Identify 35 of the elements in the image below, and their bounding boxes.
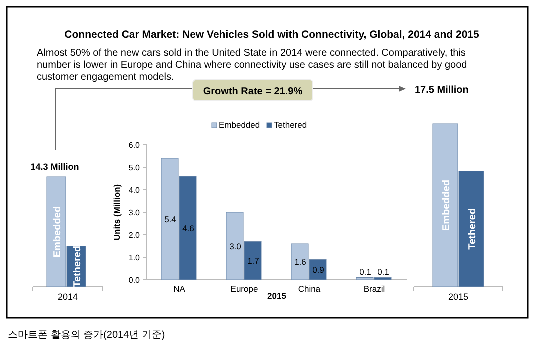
x-tick-label: Embedded [442,180,452,232]
x-axis-title: 2015 [448,292,469,302]
data-label: 0.1 [378,266,390,277]
y-tick-label: 0.0 [128,276,141,285]
legend-label: Embedded [219,120,260,130]
data-label: 4.6 [182,223,195,234]
x-tick-label: Embedded [52,206,64,258]
text: Growth Rate = 21.9% [203,86,303,98]
text: Connected Car Market: New Vehicles Sold with Connectivity, Global, 2014 and 2015 [64,29,480,41]
x-tick-label: Europe [230,284,258,294]
text: 스마트폰 활용의 증가(2014년 기준) [8,330,166,341]
data-label: 0.1 [360,266,372,277]
y-tick-label: 6.0 [128,141,141,150]
x-tick-label: Tethered [72,246,84,288]
y-axis-title: Units (Million) [112,184,122,241]
data-label: 3.0 [230,241,242,252]
x-axis-title: 2014 [58,292,78,302]
data-label: 0.9 [312,264,325,275]
y-tick-label: 5.0 [128,164,141,172]
legend-label: Tethered [274,120,308,130]
y-tick-label: 3.0 [128,208,141,218]
x-axis-title: 2015 [268,291,287,301]
text: 17.5 Million [415,85,469,96]
y-tick-label: 1.0 [128,254,141,262]
text: Almost 50% of the new cars sold in the United State in 2014 were connected. Comparatively, this number is lower in Europe and China where connectivity use cases are still not balanced by good customer engagement models. [37,48,468,83]
text: 14.3 Million [30,162,80,172]
y-tick-label: 4.0 [128,186,141,195]
data-label: 1.7 [248,256,260,266]
x-tick-label: Tethered [468,208,478,250]
data-label: 5.4 [164,214,177,224]
x-tick-label: Brazil [364,284,386,294]
data-label: 1.6 [294,257,307,267]
y-tick-label: 2.0 [128,231,141,240]
x-tick-label: China [298,284,321,294]
x-tick-label: NA [174,284,186,294]
